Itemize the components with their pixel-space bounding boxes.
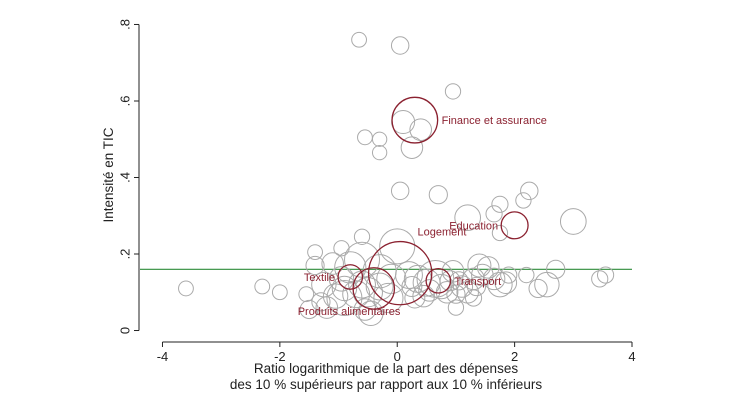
highlighted-point <box>425 267 452 294</box>
y-ticks: 0 .2 .4 .6 .8 <box>117 19 139 334</box>
x-ticks: -4 -2 0 2 4 <box>157 342 636 364</box>
scatter-point <box>390 181 410 201</box>
scatter-point <box>401 276 423 298</box>
x-tick-label: 4 <box>628 349 635 364</box>
scatter-point <box>482 267 506 291</box>
scatter-point <box>494 271 518 294</box>
x-axis-title-line-2: des 10 % supérieurs par rapport aux 10 %… <box>230 377 542 392</box>
scatter-point <box>305 255 325 276</box>
scatter-point <box>487 271 513 298</box>
x-tick-label: -2 <box>274 349 286 364</box>
y-tick-label: .4 <box>117 172 132 183</box>
scatter-point <box>371 144 388 161</box>
scatter-point <box>534 271 560 298</box>
scatter-point <box>418 279 441 302</box>
highlighted-point-label: Transport <box>455 276 502 288</box>
scatter-point <box>491 195 509 213</box>
plot-area: -4 -2 0 2 4 0 .2 .4 .6 .8 Finance et assurance Ed… <box>117 19 635 364</box>
scatter-point <box>446 284 466 304</box>
scatter-point <box>596 266 615 284</box>
scatter-point <box>342 280 371 309</box>
scatter-point <box>298 286 315 303</box>
highlighted-point-label: Education <box>449 220 498 232</box>
scatter-point <box>518 266 535 284</box>
scatter-point <box>409 118 432 141</box>
scatter-points <box>178 31 615 327</box>
scatter-point <box>466 276 487 297</box>
scatter-point <box>447 299 465 316</box>
scatter-point <box>404 287 426 309</box>
scatter-point <box>439 270 461 292</box>
scatter-point <box>428 185 448 205</box>
scatter-point <box>476 256 500 279</box>
scatter-point <box>485 205 503 223</box>
highlighted-point-label: Textile <box>304 272 335 284</box>
scatter-point <box>254 278 271 295</box>
scatter-point <box>491 224 509 242</box>
scatter-point <box>371 131 388 147</box>
highlighted-point <box>500 211 529 240</box>
scatter-point <box>307 244 323 261</box>
highlighted-point <box>352 267 396 310</box>
scatter-point <box>353 228 371 245</box>
scatter-point <box>444 83 462 100</box>
scatter-point <box>373 282 404 314</box>
x-tick-label: 0 <box>394 349 401 364</box>
scatter-point <box>559 208 587 235</box>
scatter-point <box>454 204 482 232</box>
scatter-point <box>328 266 355 292</box>
y-tick-label: .8 <box>117 19 132 30</box>
x-axis-title-line-1: Ratio logarithmique de la part des dépen… <box>254 361 518 376</box>
highlighted-point <box>367 240 433 306</box>
scatter-point <box>321 252 344 275</box>
scatter-point <box>467 253 492 278</box>
scatter-point <box>315 296 339 319</box>
highlighted-point-label: Produits alimentaires <box>298 306 401 318</box>
scatter-point <box>311 292 331 312</box>
scatter-point <box>357 129 373 146</box>
scatter-point <box>449 271 469 291</box>
scatter-point <box>500 266 518 284</box>
highlighted-point <box>391 96 439 144</box>
scatter-point <box>351 31 367 48</box>
y-axis-title: Intensité en TIC <box>101 127 116 222</box>
x-tick-label: 2 <box>511 349 518 364</box>
scatter-point <box>365 272 394 301</box>
highlighted-point-label: Finance et assurance <box>442 115 547 127</box>
scatter-point <box>390 36 410 55</box>
highlighted-points <box>337 96 529 310</box>
scatter-point <box>528 278 548 299</box>
scatter-point <box>464 289 483 307</box>
scatter-point <box>515 192 532 209</box>
scatter-point <box>379 228 416 265</box>
scatter-point <box>400 136 424 159</box>
scatter-point <box>271 284 288 301</box>
scatter-point <box>178 280 194 297</box>
highlighted-point <box>337 264 364 290</box>
scatter-point <box>358 300 384 327</box>
x-tick-label: -4 <box>157 349 169 364</box>
scatter-point <box>450 275 474 298</box>
scatter-point <box>299 299 319 320</box>
scatter-point <box>520 181 539 201</box>
scatter-point <box>591 270 609 288</box>
y-tick-label: 0 <box>117 327 132 334</box>
y-tick-label: .6 <box>117 96 132 107</box>
y-tick-label: .2 <box>117 249 132 260</box>
scatter-point <box>441 259 465 283</box>
scatter-point <box>546 259 566 279</box>
scatter-point <box>334 251 367 284</box>
highlighted-point-label: Logement <box>418 227 467 239</box>
